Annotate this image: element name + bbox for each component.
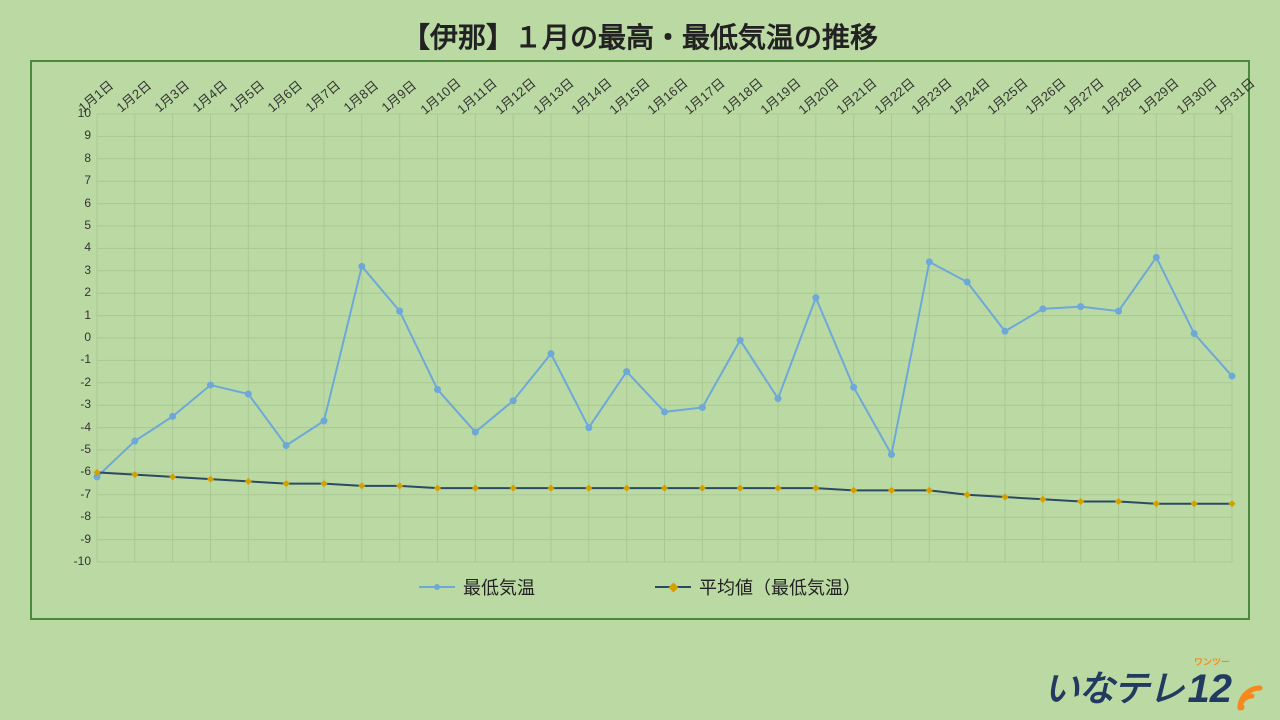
data-point [888,487,895,494]
data-point [472,429,479,436]
y-tick-label: 5 [61,218,91,232]
y-tick-label: 1 [61,308,91,322]
data-point [585,424,592,431]
data-point [548,350,555,357]
logo-ruby: ワンツー [1194,655,1230,668]
data-point [283,442,290,449]
data-point [812,485,819,492]
data-point [320,480,327,487]
data-point [623,485,630,492]
data-point [1153,254,1160,261]
signal-wave-icon [1236,672,1264,712]
data-point [1115,308,1122,315]
y-tick-label: -8 [61,509,91,523]
data-point [434,485,441,492]
y-tick-label: 3 [61,263,91,277]
data-point [964,279,971,286]
data-point [245,478,252,485]
data-point [472,485,479,492]
y-tick-label: 10 [61,106,91,120]
data-point [661,485,668,492]
broadcaster-logo: いなテレ 12 ワンツー [1043,660,1264,712]
data-point [1191,330,1198,337]
data-point [850,487,857,494]
chart-frame: 1月1日1月2日1月3日1月4日1月5日1月6日1月7日1月8日1月9日1月10… [30,60,1250,620]
data-point [245,391,252,398]
data-point [1039,496,1046,503]
chart-svg [32,62,1248,618]
y-tick-label: -3 [61,397,91,411]
data-point [737,485,744,492]
data-point [699,404,706,411]
data-point [888,451,895,458]
data-point [964,491,971,498]
y-tick-label: 9 [61,128,91,142]
y-tick-label: -10 [61,554,91,568]
data-point [1077,303,1084,310]
data-point [1229,373,1236,380]
data-point [358,263,365,270]
data-point [850,384,857,391]
y-tick-label: 7 [61,173,91,187]
data-point [623,368,630,375]
data-point [207,382,214,389]
legend-label: 平均値（最低気温） [699,574,861,600]
data-point [1228,500,1235,507]
data-point [1191,500,1198,507]
y-tick-label: 6 [61,196,91,210]
y-tick-label: 4 [61,240,91,254]
y-tick-label: 8 [61,151,91,165]
data-point [321,417,328,424]
data-point [737,337,744,344]
data-point [661,408,668,415]
legend-marker-line-icon [655,581,691,593]
y-tick-label: 0 [61,330,91,344]
legend-marker-line-icon [419,581,455,593]
data-point [510,485,517,492]
data-point [283,480,290,487]
y-tick-label: -5 [61,442,91,456]
data-point [775,395,782,402]
y-tick-label: 2 [61,285,91,299]
data-point [169,413,176,420]
data-point [131,438,138,445]
data-point [926,487,933,494]
data-point [358,482,365,489]
data-point [1153,500,1160,507]
y-tick-label: -9 [61,532,91,546]
data-point [585,485,592,492]
data-point [926,258,933,265]
data-point [434,386,441,393]
data-point [169,473,176,480]
y-tick-label: -6 [61,464,91,478]
data-point [1002,328,1009,335]
data-point [1039,305,1046,312]
data-point [396,308,403,315]
logo-text: いなテレ [1043,660,1183,712]
legend-item-avg-min-temp: 平均値（最低気温） [655,574,861,600]
y-tick-label: -4 [61,420,91,434]
data-point [699,485,706,492]
data-point [396,482,403,489]
data-point [510,397,517,404]
chart-legend: 最低気温 平均値（最低気温） [32,574,1248,600]
y-tick-label: -7 [61,487,91,501]
chart-title: 【伊那】１月の最高・最低気温の推移 [0,0,1280,66]
data-point [1077,498,1084,505]
y-tick-label: -1 [61,352,91,366]
data-point [1115,498,1122,505]
y-tick-label: -2 [61,375,91,389]
data-point [812,294,819,301]
legend-label: 最低気温 [463,574,535,600]
legend-item-min-temp: 最低気温 [419,574,535,600]
logo-number: 12 ワンツー [1188,667,1233,712]
data-point [207,476,214,483]
data-point [547,485,554,492]
data-point [774,485,781,492]
